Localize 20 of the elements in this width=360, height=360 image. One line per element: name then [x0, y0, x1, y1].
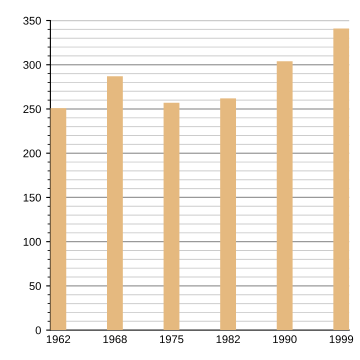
y-tick-label: 350: [23, 16, 41, 25]
y-tick-label: 50: [29, 282, 41, 290]
y-tick-label: 150: [24, 194, 41, 202]
bar: [220, 98, 236, 330]
x-tick-label: 1962: [46, 335, 70, 344]
bar: [276, 61, 293, 330]
x-tick-label: 1999: [330, 335, 354, 344]
x-tick-label: 1982: [216, 335, 240, 344]
x-tick-label: 1975: [160, 335, 184, 344]
bar: [106, 76, 123, 330]
x-tick-label: 1990: [273, 335, 297, 344]
y-tick-label: 100: [24, 238, 41, 246]
bar: [333, 28, 350, 330]
y-tick-label: 250: [23, 105, 41, 114]
y-tick-label: 0: [36, 326, 41, 334]
y-tick-label: 200: [23, 149, 41, 158]
x-tick-label: 1968: [103, 335, 127, 344]
y-tick-label: 300: [23, 61, 41, 69]
bar: [50, 108, 66, 330]
bar: [164, 102, 180, 330]
